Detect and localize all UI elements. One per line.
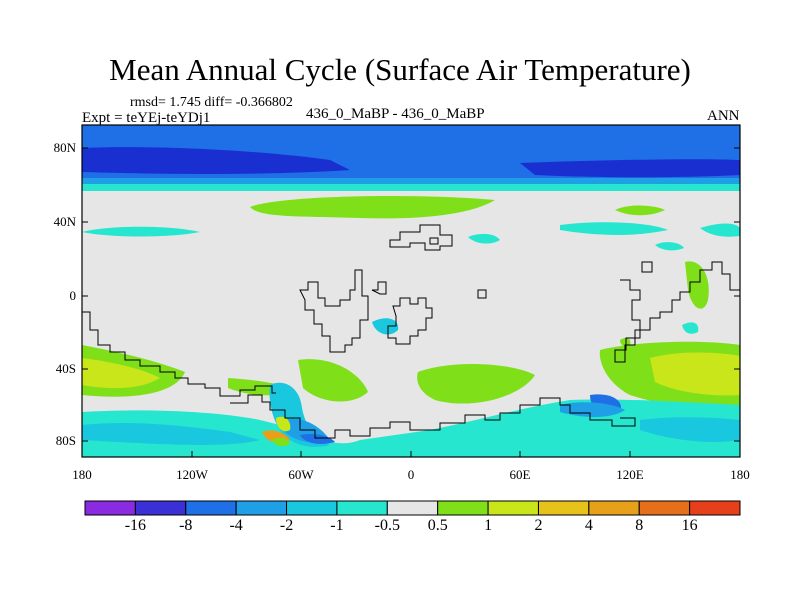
coastline-east-continent: [614, 261, 740, 363]
lon-label-60e: 60E: [509, 467, 531, 482]
arctic-band-lightcyan: [82, 184, 740, 191]
antarctic-green-patch: [272, 437, 290, 447]
lon-label-180w: 180: [72, 467, 92, 482]
nh-green-patch-2: [615, 205, 665, 216]
colorbar-swatch: [84, 500, 136, 516]
tropical-cyan-patch-1: [372, 318, 399, 335]
lon-label-120w: 120W: [176, 467, 208, 482]
antarctic-yellow-patch: [276, 416, 291, 432]
lat-label-80n: 80N: [53, 140, 76, 155]
colorbar-label: 8: [635, 517, 644, 534]
sh-yellow-west: [82, 358, 160, 389]
tropical-green-patch-2: [620, 337, 631, 347]
lat-label-40n: 40N: [53, 214, 76, 229]
coastline-west-continent: [82, 311, 276, 397]
plot-title: Mean Annual Cycle (Surface Air Temperatu…: [109, 52, 691, 87]
colorbar-swatch: [537, 500, 590, 516]
antarctic-blue-4: [300, 433, 335, 444]
lat-label-80s: 80S: [55, 433, 76, 448]
colorbar-label: -16: [124, 517, 147, 534]
coastline-tropical-continent-west: [299, 269, 369, 353]
colorbar-swatch: [386, 500, 439, 516]
arctic-band-cyan: [82, 178, 740, 188]
colorbar-label: -1: [330, 517, 344, 534]
coastline-south-polar: [230, 394, 636, 439]
season-label: ANN: [707, 108, 740, 124]
colorbar-swatch: [235, 500, 288, 516]
lat-label-40s: 40S: [55, 361, 76, 376]
sh-yellow-east: [650, 352, 740, 396]
colorbar-swatch: [638, 500, 691, 516]
coastline-tropical-continent-mid: [371, 281, 387, 295]
lon-label-0: 0: [407, 467, 415, 482]
colorbar-swatch: [336, 500, 388, 516]
colorbar-label: 2: [534, 517, 543, 534]
coastline-east-islands: [429, 237, 653, 299]
colorbar-label: 1: [484, 517, 493, 534]
experiment-label: Expt = teYEj-teYDj1: [82, 110, 211, 126]
lon-label-60w: 60W: [288, 467, 314, 482]
nh-green-patch-1: [250, 195, 495, 219]
colorbar-label: 16: [681, 517, 698, 534]
colorbar-label: 0.5: [427, 517, 448, 534]
arctic-dark-blue-east: [520, 159, 740, 178]
coastline-north-continent: [389, 224, 453, 251]
colorbar-label: -8: [179, 517, 193, 534]
axis-ticks: [81, 147, 741, 457]
sh-green-indian: [417, 364, 535, 404]
sh-green-atlantic: [298, 359, 368, 402]
colorbar-swatch: [134, 500, 187, 516]
stats-label: rmsd= 1.745 diff= -0.366802: [130, 95, 293, 110]
lon-label-120e: 120E: [616, 467, 644, 482]
colorbar-swatch: [689, 500, 741, 516]
arctic-dark-blue-west: [82, 147, 350, 174]
nh-cyan-patch-3: [700, 223, 740, 237]
colorbar-swatch: [437, 500, 489, 516]
colorbar-label: -2: [279, 517, 294, 534]
nh-cyan-patch-5: [655, 242, 684, 251]
nh-cyan-patch-4: [468, 233, 500, 244]
colorbar-label: -0.5: [374, 517, 400, 534]
colorbar-swatch: [286, 500, 338, 516]
colorbar-label: 4: [584, 517, 593, 534]
colorbar-label: -4: [229, 517, 243, 534]
nh-cyan-patch-2: [560, 222, 668, 235]
tropical-cyan-patch-2: [682, 322, 699, 334]
nh-cyan-patch-1: [82, 226, 200, 237]
tropical-green-patch-1: [685, 261, 709, 309]
lat-label-0: 0: [69, 288, 77, 303]
lon-label-180e: 180: [730, 467, 750, 482]
colorbar-swatch: [185, 500, 237, 516]
coastline-tropical-continent-east: [387, 297, 433, 345]
colorbar-swatch: [487, 500, 539, 516]
antarctic-cyan-east: [640, 417, 740, 442]
colorbar-swatch: [588, 500, 640, 516]
antarctic-cyan-darker: [82, 422, 260, 445]
case-label: 436_0_MaBP - 436_0_MaBP: [306, 106, 485, 122]
